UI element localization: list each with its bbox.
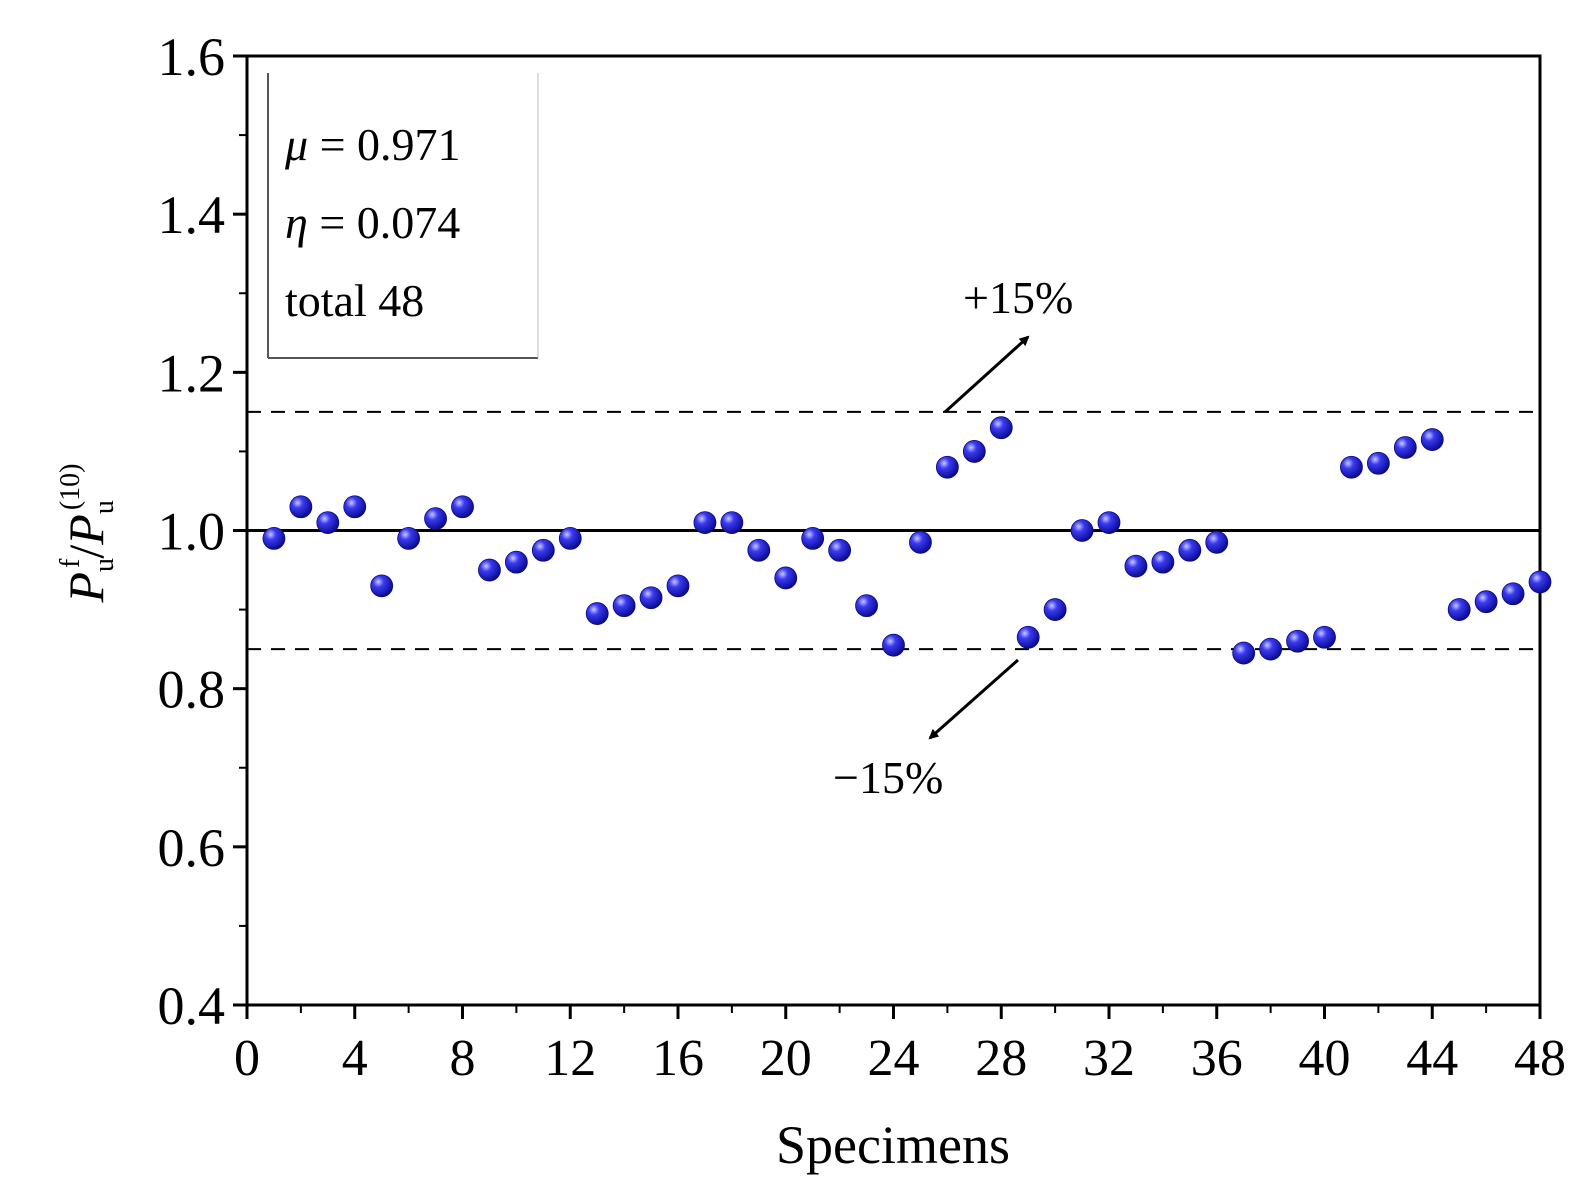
ylabel-sup2: (10)	[55, 464, 86, 511]
data-point	[1393, 436, 1417, 459]
data-point	[1447, 598, 1471, 621]
ylabel-sub: u	[89, 558, 120, 572]
x-tick-label: 20	[760, 1030, 812, 1087]
x-axis-title: Specimens	[776, 1115, 1010, 1175]
data-point	[1528, 570, 1552, 594]
data-point	[1232, 641, 1256, 665]
data-point	[1474, 590, 1498, 614]
data-point	[397, 527, 421, 550]
data-point	[935, 455, 959, 479]
data-point	[1340, 455, 1363, 479]
x-tick-label: 36	[1191, 1030, 1243, 1087]
data-point	[1097, 511, 1121, 534]
x-tick-label: 8	[450, 1030, 476, 1087]
x-tick-label: 24	[868, 1030, 920, 1087]
lower-arrow	[928, 658, 1019, 740]
y-axis-title: Puf/Pu(10)	[55, 464, 120, 604]
data-point	[1366, 451, 1390, 475]
data-point	[1070, 519, 1094, 542]
data-point	[1151, 550, 1175, 574]
stats-box: μ = 0.971 η = 0.074 total 48	[267, 73, 539, 359]
x-tick-label: 40	[1299, 1030, 1351, 1087]
y-axis-ticks: 0.4 0.6 0.8 1.0 1.2 1.4 1.6	[158, 27, 247, 1036]
data-point	[451, 495, 474, 519]
data-point	[343, 495, 367, 519]
y-tick-label: 0.6	[158, 818, 226, 878]
data-point	[909, 530, 932, 554]
data-point	[828, 538, 852, 562]
data-point	[747, 538, 771, 562]
data-point	[289, 495, 313, 519]
ylabel-slash: /	[58, 545, 114, 559]
data-point	[1501, 582, 1525, 606]
data-point	[1205, 530, 1229, 554]
data-point	[989, 416, 1013, 440]
x-tick-label: 32	[1083, 1030, 1135, 1087]
data-point	[1016, 625, 1040, 649]
y-tick-label: 1.0	[158, 502, 226, 562]
data-point	[558, 527, 582, 550]
y-tick-label: 0.8	[158, 660, 226, 720]
y-tick-label: 1.6	[158, 27, 226, 87]
eta-value: = 0.074	[308, 197, 460, 248]
data-point	[1420, 428, 1444, 451]
svg-text:Puf/Pu(10): Puf/Pu(10)	[55, 464, 120, 604]
data-point	[531, 538, 555, 562]
lower-15-label: −15%	[833, 752, 943, 803]
x-tick-label: 44	[1406, 1030, 1458, 1087]
data-point	[1313, 625, 1336, 649]
data-point	[1286, 629, 1309, 653]
data-point	[612, 594, 636, 618]
data-point	[316, 511, 340, 534]
upper-arrow	[943, 335, 1030, 414]
data-point	[855, 594, 878, 618]
upper-15-label: +15%	[963, 272, 1073, 323]
data-point	[666, 574, 690, 598]
y-tick-label: 1.2	[158, 343, 226, 403]
data-point	[1124, 554, 1148, 578]
data-point	[882, 633, 905, 657]
data-point	[1043, 598, 1067, 621]
data-point	[639, 586, 663, 610]
data-point	[1178, 538, 1202, 562]
y-tick-label: 1.4	[158, 185, 226, 245]
mu-value: = 0.971	[308, 119, 460, 170]
x-axis-ticks: 0 4 8 12 16 20 24 28 32 36 40 44 48	[234, 1005, 1566, 1087]
x-tick-label: 48	[1514, 1030, 1566, 1087]
data-point	[693, 511, 717, 534]
data-point	[262, 527, 286, 550]
y-tick-label: 0.4	[158, 976, 226, 1036]
x-tick-label: 4	[342, 1030, 368, 1087]
data-point	[801, 527, 825, 550]
data-point	[1259, 637, 1283, 661]
data-point	[962, 440, 986, 463]
total-count: total 48	[285, 275, 424, 326]
ylabel-base2: P	[58, 514, 114, 546]
data-point	[504, 550, 528, 574]
data-points	[262, 416, 1552, 665]
data-point	[585, 602, 609, 625]
data-point	[720, 511, 744, 534]
mu-symbol: μ	[284, 119, 308, 170]
data-point	[774, 566, 798, 590]
ylabel-sup: f	[55, 558, 86, 568]
svg-text:η = 0.074: η = 0.074	[285, 197, 460, 248]
x-tick-label: 12	[544, 1030, 596, 1087]
ylabel-base: P	[58, 572, 114, 604]
data-point	[478, 558, 501, 582]
x-tick-label: 16	[652, 1030, 704, 1087]
ylabel-sub2: u	[89, 500, 120, 514]
eta-symbol: η	[285, 197, 308, 248]
data-point	[370, 574, 394, 598]
data-point	[424, 507, 447, 531]
svg-text:μ = 0.971: μ = 0.971	[284, 119, 461, 170]
x-tick-label: 0	[234, 1030, 260, 1087]
x-tick-label: 28	[975, 1030, 1027, 1087]
